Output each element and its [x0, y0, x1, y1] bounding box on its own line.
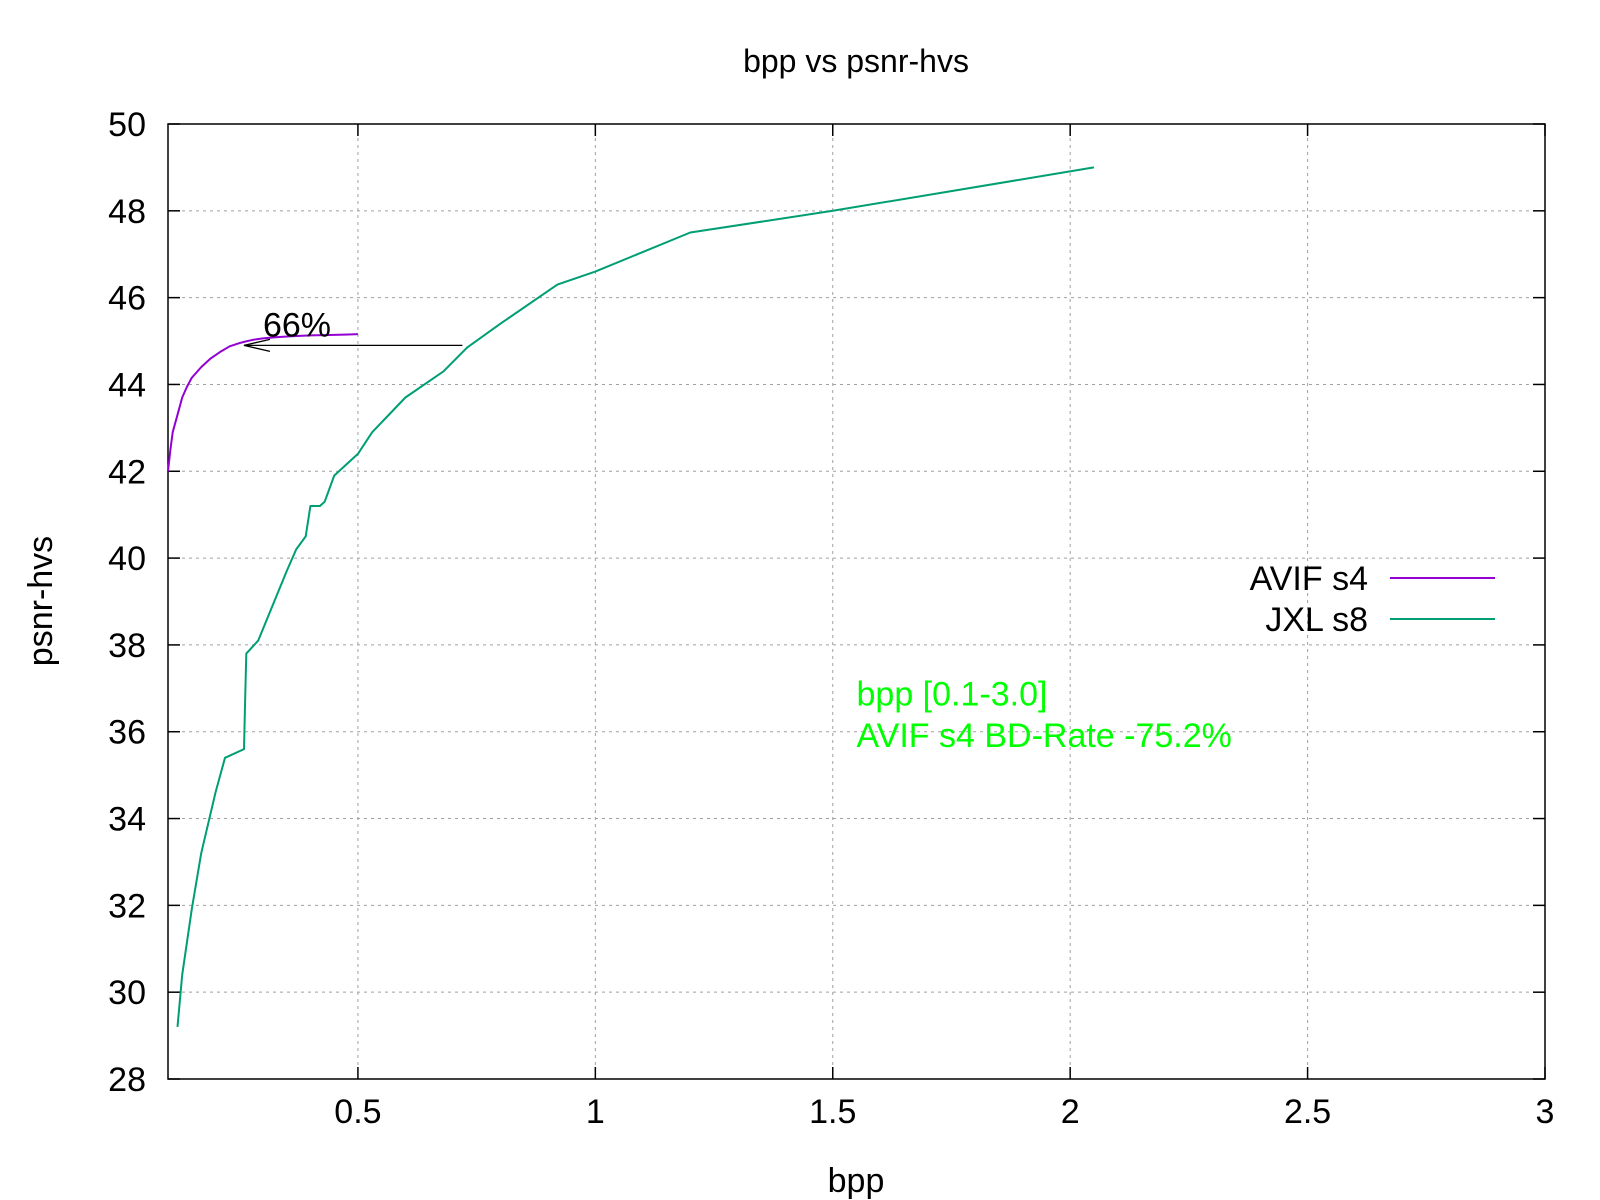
series-group — [167, 166, 1095, 1027]
y-tick-label: 36 — [108, 714, 146, 752]
annotations: 66% bpp [0.1-3.0]AVIF s4 BD-Rate -75.2% — [243, 307, 1232, 755]
axis-ticks: 0.5 1 1.5 2 2.5 3 28 30 32 34 36 38 40 42 44 46 48 50 — [108, 106, 1554, 1131]
x-tick-label: 2 — [1061, 1093, 1080, 1131]
annotation-66-percent: 66% — [263, 307, 331, 345]
y-tick-label: 50 — [108, 106, 146, 144]
legend-label: AVIF s4 — [1250, 560, 1368, 598]
chart-title: bpp vs psnr-hvs — [743, 43, 969, 79]
y-tick-label: 40 — [108, 540, 146, 578]
y-tick-label: 32 — [108, 887, 146, 925]
y-tick-label: 30 — [108, 974, 146, 1012]
y-tick-label: 46 — [108, 280, 146, 318]
y-tick-label: 44 — [108, 366, 146, 404]
series-line-jxl-s8 — [176, 166, 1095, 1027]
y-tick-label: 42 — [108, 453, 146, 491]
x-tick-label: 1.5 — [809, 1093, 856, 1131]
legend-label: JXL s8 — [1265, 601, 1368, 639]
y-tick-label: 34 — [108, 801, 146, 839]
series-line-avif-s4 — [167, 333, 358, 472]
x-axis-label: bpp — [828, 1162, 885, 1200]
arrow-head — [243, 338, 271, 353]
y-tick-label: 38 — [108, 627, 146, 665]
grid — [168, 124, 1545, 1079]
x-tick-label: 2.5 — [1284, 1093, 1331, 1131]
y-tick-label: 48 — [108, 193, 146, 231]
annotation-bd-rate: AVIF s4 BD-Rate -75.2% — [857, 717, 1232, 755]
x-tick-label: 1 — [586, 1093, 605, 1131]
y-axis-label: psnr-hvs — [22, 536, 60, 666]
plot-frame — [167, 123, 1546, 1080]
annotation-bpp-range: bpp [0.1-3.0] — [857, 676, 1048, 714]
y-tick-label: 28 — [108, 1061, 146, 1099]
x-tick-label: 0.5 — [334, 1093, 381, 1131]
x-tick-label: 3 — [1536, 1093, 1555, 1131]
